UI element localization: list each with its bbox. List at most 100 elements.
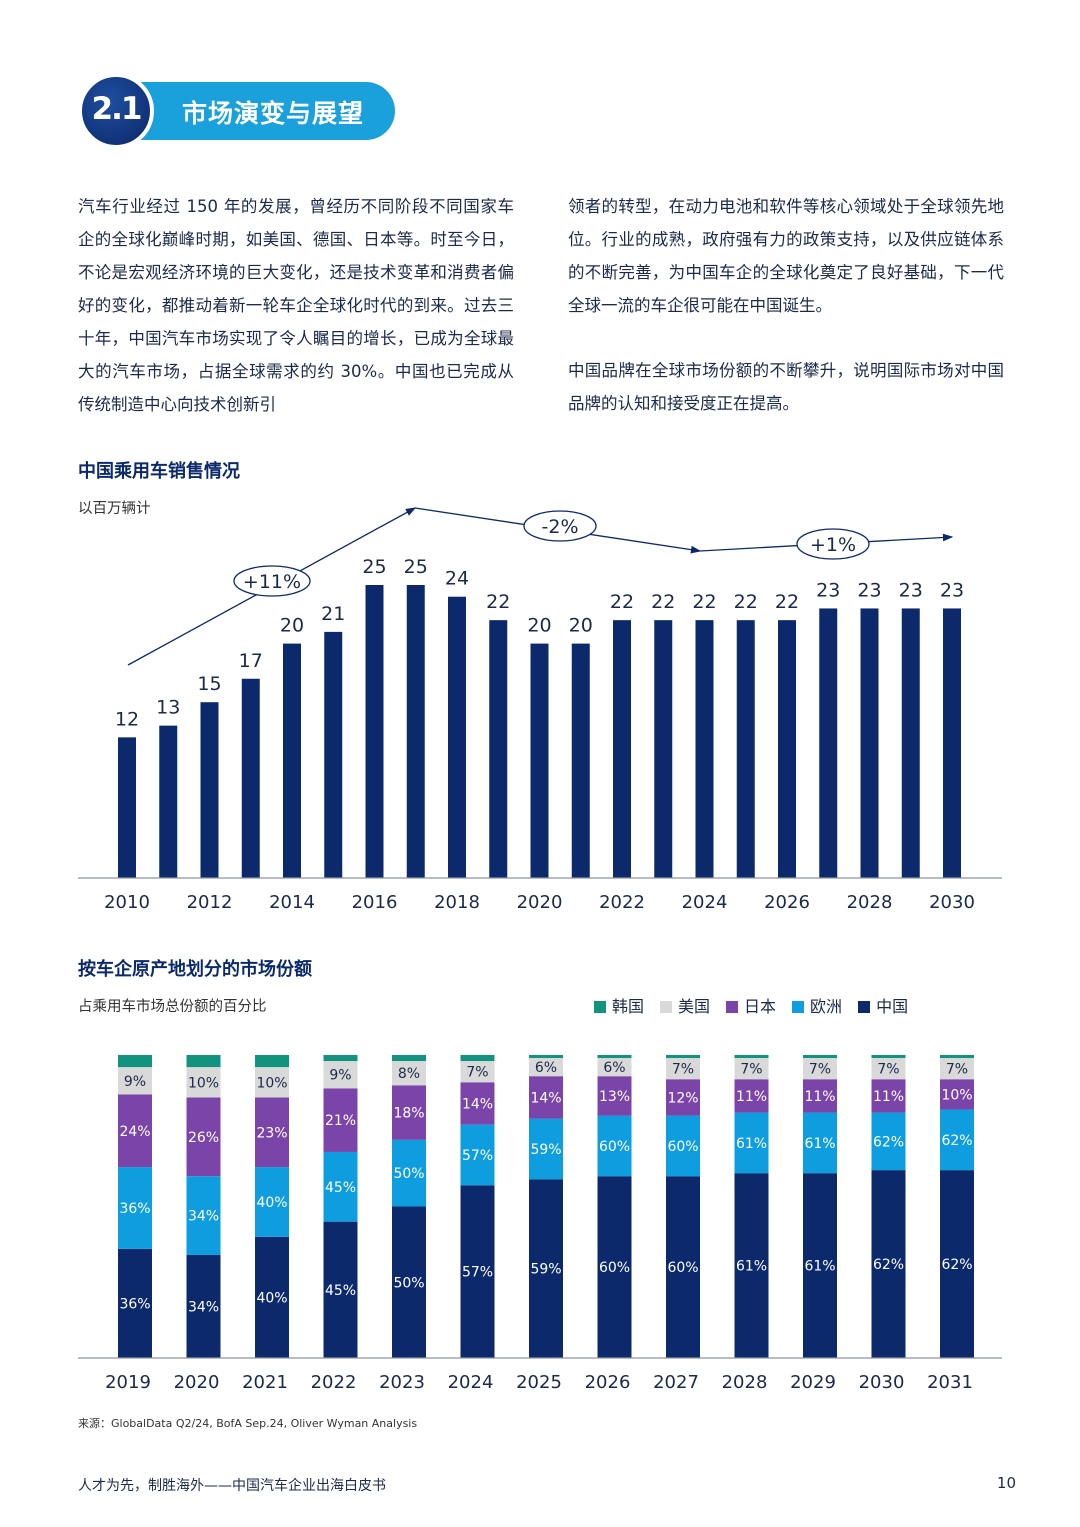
data-label-2015: 21 <box>321 603 345 625</box>
segment-label-2031-日本: 10% <box>941 1087 972 1103</box>
data-label-2028: 23 <box>857 579 881 601</box>
segment-label-2029-美国: 7% <box>809 1062 831 1078</box>
bar-2025 <box>736 620 755 878</box>
segment-label-2026-欧洲: 60% <box>599 1139 630 1155</box>
bar-2010 <box>118 737 136 878</box>
segment-2021-中国 <box>255 1236 289 1358</box>
x-tick-2027: 2027 <box>653 1372 699 1393</box>
segment-label-2029-中国: 61% <box>804 1259 835 1275</box>
bar-2020 <box>530 643 549 878</box>
segment-label-2023-欧洲: 50% <box>393 1166 424 1182</box>
x-tick-2025: 2025 <box>516 1372 562 1393</box>
x-tick-2021: 2021 <box>242 1372 288 1393</box>
segment-2025-欧洲 <box>529 1118 563 1180</box>
bar-2022 <box>613 620 631 878</box>
segment-label-2026-美国: 6% <box>603 1060 625 1076</box>
bar-2026 <box>778 620 796 878</box>
data-label-2018: 24 <box>445 568 469 590</box>
bar-2017 <box>406 585 425 878</box>
data-label-2012: 15 <box>197 673 221 695</box>
x-tick-2024: 2024 <box>448 1372 494 1393</box>
segment-2031-日本 <box>940 1079 974 1110</box>
x-tick-2023: 2023 <box>379 1372 425 1393</box>
segment-2028-日本 <box>734 1079 769 1113</box>
legend-item-欧洲: 欧洲 <box>792 993 842 1017</box>
segment-label-2027-欧洲: 60% <box>667 1139 698 1155</box>
segment-label-2020-美国: 10% <box>188 1075 219 1091</box>
data-label-2025: 22 <box>734 591 758 613</box>
bar-2014 <box>283 643 301 878</box>
bar-2030 <box>943 608 961 878</box>
legend-label: 欧洲 <box>810 997 843 1016</box>
segment-2022-欧洲 <box>323 1151 358 1222</box>
segment-label-2022-日本: 21% <box>325 1113 356 1129</box>
segment-label-2028-日本: 11% <box>736 1089 767 1105</box>
segment-2025-美国 <box>529 1058 563 1077</box>
segment-label-2024-日本: 14% <box>462 1096 493 1112</box>
bar-2023 <box>654 620 673 878</box>
segment-2024-日本 <box>460 1082 495 1125</box>
legend-swatch <box>792 1001 805 1013</box>
bar-2013 <box>241 678 260 878</box>
segment-label-2023-中国: 50% <box>393 1275 424 1291</box>
segment-2024-欧洲 <box>460 1124 495 1186</box>
legend-item-中国: 中国 <box>858 993 908 1017</box>
segment-2021-欧洲 <box>255 1167 289 1237</box>
source-note: 来源：GlobalData Q2/24, BofA Sep.24, Oliver… <box>78 1417 418 1430</box>
segment-label-2020-中国: 34% <box>188 1299 219 1315</box>
data-label-2029: 23 <box>899 579 923 601</box>
segment-label-2030-中国: 62% <box>873 1257 904 1273</box>
segment-2024-中国 <box>460 1185 495 1358</box>
segment-2030-欧洲 <box>871 1112 906 1171</box>
x-tick-2026: 2026 <box>585 1372 631 1393</box>
segment-2026-美国 <box>597 1058 632 1077</box>
legend-swatch <box>660 1001 673 1013</box>
chart2-subtitle: 占乘用车市场总份额的百分比 <box>78 999 267 1015</box>
segment-label-2023-日本: 18% <box>393 1106 424 1122</box>
legend-item-韩国: 韩国 <box>594 993 644 1017</box>
bar-2016 <box>365 585 384 878</box>
page-number: 10 <box>996 1474 1016 1492</box>
data-label-2011: 13 <box>156 697 180 719</box>
segment-label-2025-欧洲: 59% <box>530 1142 561 1158</box>
data-label-2026: 22 <box>775 591 799 613</box>
segment-label-2027-美国: 7% <box>672 1062 694 1078</box>
chart1-title: 中国乘用车销售情况 <box>78 461 240 482</box>
x-tick-2028: 2028 <box>722 1372 768 1393</box>
segment-label-2028-中国: 61% <box>736 1259 767 1275</box>
segment-2026-日本 <box>597 1076 632 1116</box>
x-tick-2016: 2016 <box>352 892 398 913</box>
segment-label-2028-美国: 7% <box>740 1062 762 1078</box>
section-title: 市场演变与展望 <box>182 99 365 128</box>
segment-2027-美国 <box>666 1058 700 1080</box>
x-tick-2020: 2020 <box>517 892 563 913</box>
footer-text: 人才为先，制胜海外——中国汽车企业出海白皮书 <box>78 1478 386 1494</box>
legend-swatch <box>726 1001 739 1013</box>
segment-2029-美国 <box>803 1058 837 1080</box>
segment-2025-中国 <box>529 1179 563 1358</box>
segment-2019-韩国 <box>118 1055 152 1068</box>
data-label-2020: 20 <box>527 615 551 637</box>
segment-label-2021-美国: 10% <box>256 1075 287 1091</box>
segment-2029-韩国 <box>803 1055 837 1059</box>
x-tick-2030: 2030 <box>929 892 975 913</box>
segment-2028-韩国 <box>734 1055 769 1059</box>
data-label-2024: 22 <box>692 591 716 613</box>
paragraph-right-2: 中国品牌在全球市场份额的不断攀升，说明国际市场对中国品牌的认知和接受度正在提高。 <box>568 361 1004 413</box>
bar-2024 <box>695 620 714 878</box>
trend-oval-0 <box>233 565 311 597</box>
segment-2031-中国 <box>940 1170 974 1358</box>
data-label-2014: 20 <box>280 615 304 637</box>
segment-2025-日本 <box>529 1076 563 1119</box>
trend-oval-2 <box>796 528 870 560</box>
segment-label-2031-中国: 62% <box>941 1257 972 1273</box>
segment-2020-日本 <box>186 1097 221 1177</box>
chart1-subtitle: 以百万辆计 <box>78 501 151 517</box>
segment-2019-美国 <box>118 1067 152 1095</box>
segment-2023-日本 <box>392 1085 426 1140</box>
segment-label-2031-欧洲: 62% <box>941 1133 972 1149</box>
bar-2029 <box>901 608 920 878</box>
x-tick-2030: 2030 <box>859 1372 905 1393</box>
